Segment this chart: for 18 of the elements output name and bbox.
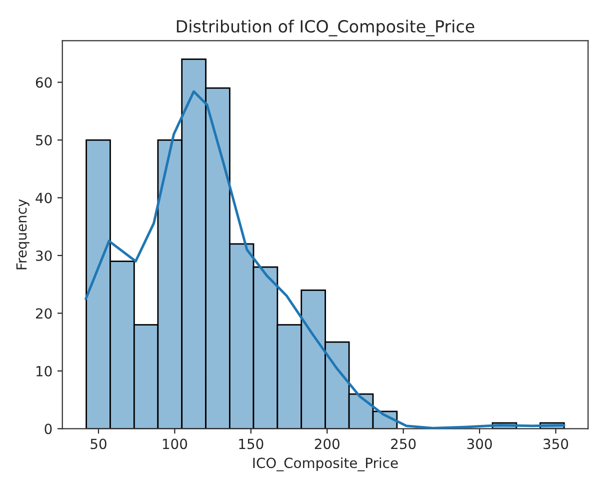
y-tick-label: 40: [36, 192, 52, 204]
x-axis-title: ICO_Composite_Price: [253, 457, 398, 472]
x-tick-label: 200: [314, 438, 340, 450]
x-tick-label: 300: [467, 438, 492, 450]
y-tick-label: 60: [36, 77, 52, 88]
y-tick-label: 10: [36, 366, 52, 376]
y-tick-label: 50: [36, 134, 52, 146]
y-tick-label: 20: [36, 308, 52, 319]
y-tick-label: 0: [44, 424, 52, 434]
y-axis-title: Frequency: [16, 199, 30, 270]
y-tick-label: 30: [36, 250, 52, 261]
x-tick-label: 50: [90, 438, 106, 450]
chart-title: Distribution of ICO_Composite_Price: [176, 20, 474, 36]
x-tick-label: 250: [391, 438, 416, 450]
line-series: [84, 90, 566, 429]
x-tick-label: 350: [544, 438, 568, 450]
x-tick-label: 150: [239, 438, 264, 450]
x-tick-label: 100: [162, 438, 188, 450]
